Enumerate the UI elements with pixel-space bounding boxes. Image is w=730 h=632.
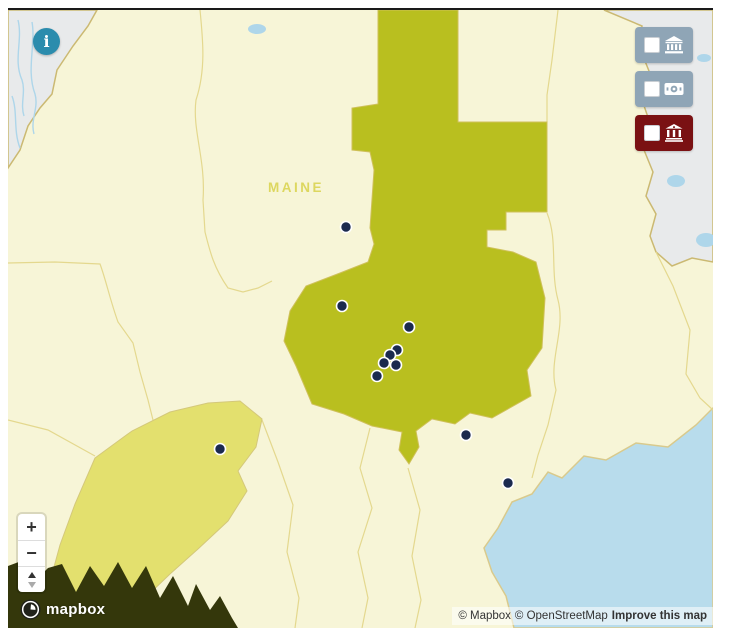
- layer-toggle-bank[interactable]: [635, 115, 693, 151]
- bank-icon: [665, 124, 683, 142]
- attribution-mapbox-link[interactable]: © Mapbox: [458, 610, 511, 622]
- map-marker[interactable]: [213, 442, 227, 456]
- top-border-line: [8, 8, 713, 10]
- map-marker[interactable]: [377, 356, 391, 370]
- zoom-in-button[interactable]: +: [26, 516, 37, 537]
- museum-icon: [665, 36, 683, 54]
- northwest-outside-region: [8, 10, 98, 170]
- museum-checkbox[interactable]: [644, 37, 660, 53]
- map-marker[interactable]: [370, 369, 384, 383]
- ocean-region: [483, 406, 713, 628]
- money-icon: [664, 83, 684, 95]
- bank-checkbox[interactable]: [644, 125, 660, 141]
- map-markers-layer: [213, 220, 515, 490]
- mapbox-logo[interactable]: mapbox: [20, 597, 105, 621]
- county-borders: [8, 10, 713, 628]
- zoom-out-button[interactable]: −: [18, 540, 45, 566]
- info-icon: i: [43, 31, 50, 51]
- layer-toggle-money[interactable]: [635, 71, 693, 107]
- map-svg[interactable]: MAINE: [8, 10, 713, 628]
- map-marker[interactable]: [459, 428, 473, 442]
- map-marker[interactable]: [389, 358, 403, 372]
- attribution-osm-link[interactable]: © OpenStreetMap: [514, 610, 608, 622]
- improve-map-link[interactable]: Improve this map: [611, 610, 707, 622]
- pitch-toggle-button[interactable]: [18, 566, 45, 592]
- northwest-rivers: [11, 19, 37, 149]
- pitch-arrows-icon: [27, 571, 36, 588]
- map-marker[interactable]: [501, 476, 515, 490]
- map-canvas[interactable]: MAINE: [8, 10, 713, 628]
- maine-state-label: MAINE: [268, 180, 324, 195]
- choropleth-olive-county[interactable]: [283, 10, 548, 465]
- map-marker[interactable]: [402, 320, 416, 334]
- map-marker[interactable]: [335, 299, 349, 313]
- money-checkbox[interactable]: [644, 81, 660, 97]
- choropleth-dark-county[interactable]: [8, 560, 238, 628]
- map-marker[interactable]: [339, 220, 353, 234]
- mapbox-logo-icon: [20, 598, 41, 620]
- map-attribution: © Mapbox © OpenStreetMap Improve this ma…: [452, 607, 713, 625]
- map-navigation-control: + −: [18, 514, 45, 592]
- info-button[interactable]: i: [33, 28, 60, 55]
- mapbox-wordmark: mapbox: [46, 600, 106, 618]
- layer-toggle-museum[interactable]: [635, 27, 693, 63]
- border-lake: [248, 24, 266, 34]
